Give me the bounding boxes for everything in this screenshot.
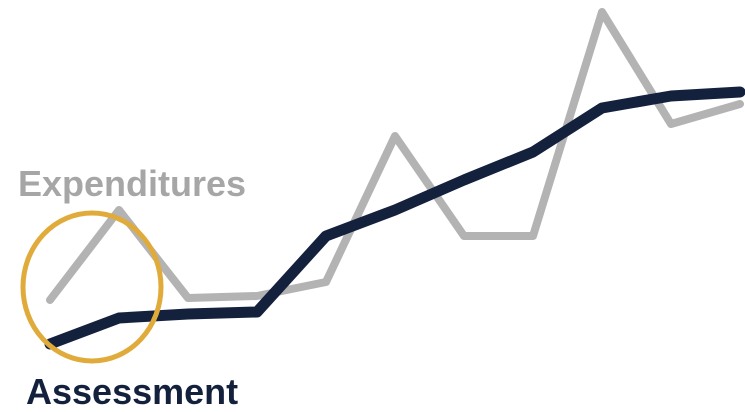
series-line xyxy=(46,8,744,304)
series-line xyxy=(44,86,745,350)
legend-label: Assessment xyxy=(26,371,238,412)
plot-area xyxy=(44,8,745,350)
highlight-circle xyxy=(20,210,164,364)
legend-label: Expenditures xyxy=(18,163,246,204)
